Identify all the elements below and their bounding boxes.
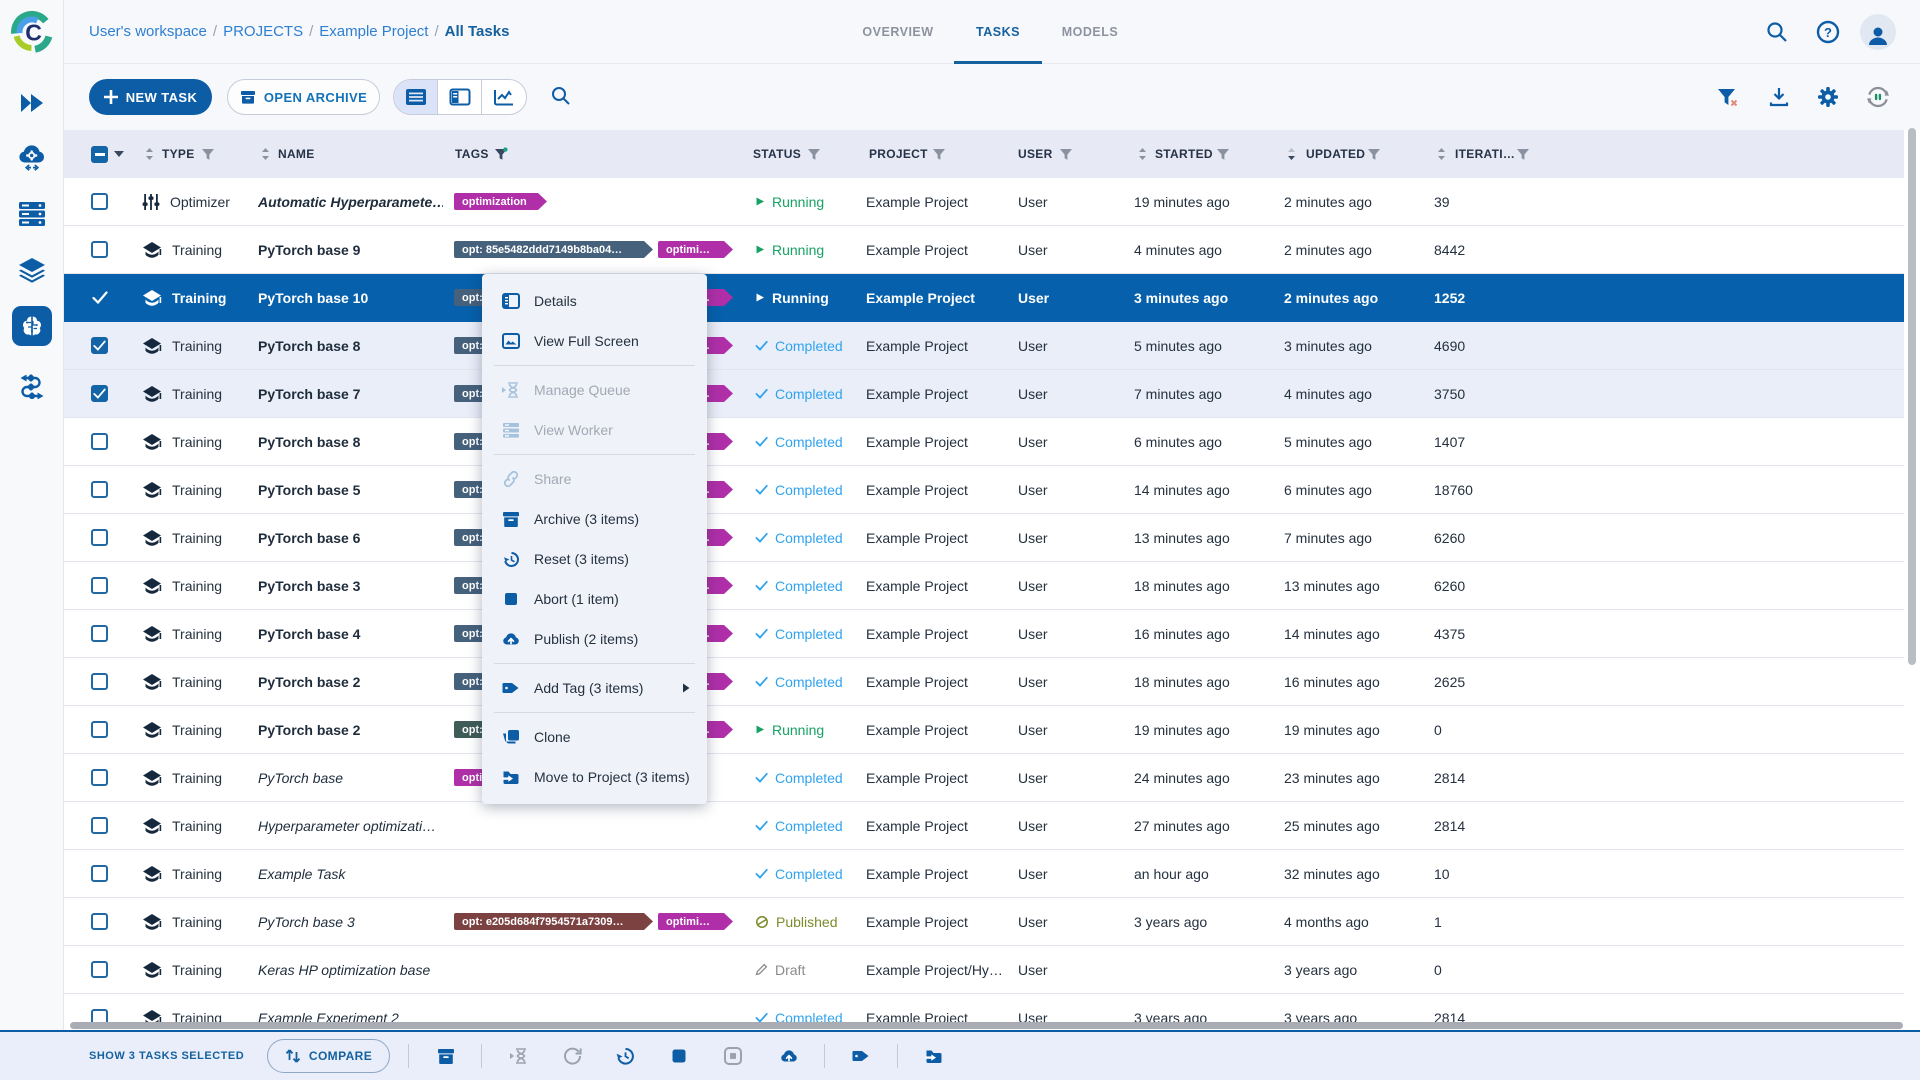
svg-text:?: ? [1824,25,1832,40]
svg-text:C: C [25,20,42,46]
